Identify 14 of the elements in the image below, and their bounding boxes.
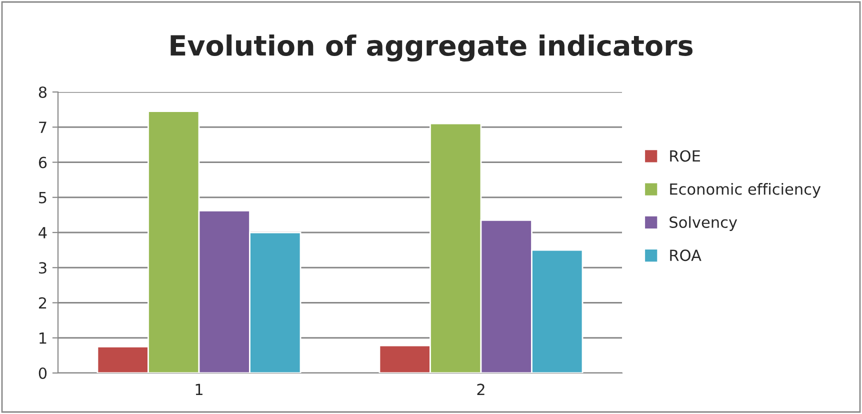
y-tick-label: 7: [39, 122, 46, 133]
y-tick-label: 2: [38, 297, 46, 309]
y-tick-label: 0: [38, 367, 47, 380]
y-tick-label: 8: [38, 86, 47, 98]
legend-label: Solvency: [670, 216, 738, 231]
y-tick-label: 4: [38, 227, 47, 238]
y-tick-label: 5: [39, 192, 46, 204]
chart-title: Evolution of aggregate indicators: [170, 34, 692, 62]
y-tick-label: 6: [38, 156, 47, 168]
legend-label: ROE: [670, 150, 700, 162]
y-tick-label: 3: [39, 262, 46, 274]
legend-label: Economic efficiency: [670, 183, 821, 198]
y-tick-label: 1: [40, 332, 46, 344]
legend-label: ROA: [670, 250, 702, 262]
